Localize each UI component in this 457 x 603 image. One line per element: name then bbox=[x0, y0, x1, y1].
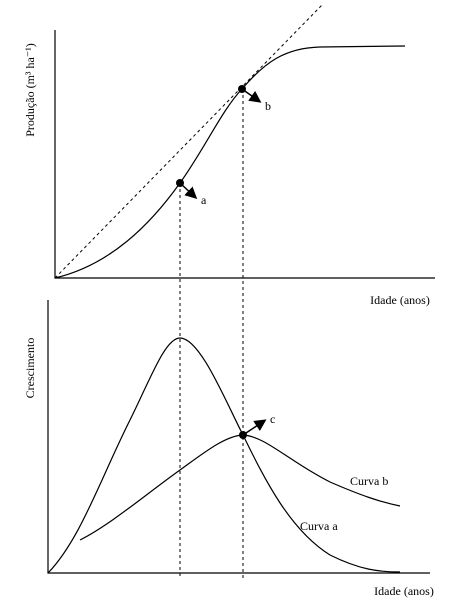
label-a: a bbox=[201, 193, 207, 207]
label-c: c bbox=[270, 412, 275, 426]
top-axes bbox=[54, 30, 435, 279]
bottom-axes bbox=[47, 300, 430, 574]
y-axis-label: Produção (m³ ha⁻¹) bbox=[23, 43, 37, 137]
arrow-a bbox=[179, 182, 198, 200]
x-axis-label: Idade (anos) bbox=[370, 293, 430, 307]
curve-b-label: Curva b bbox=[350, 474, 388, 488]
arrow-b bbox=[241, 88, 262, 103]
tangent-line bbox=[54, 4, 323, 279]
x-axis-label: Idade (anos) bbox=[374, 584, 434, 598]
production-curve bbox=[54, 45, 406, 279]
curve-a-label: Curva a bbox=[300, 519, 338, 533]
curve-a bbox=[47, 337, 401, 574]
arrow-c bbox=[242, 419, 267, 436]
label-b: b bbox=[265, 99, 271, 113]
y-axis-label: Crescimento bbox=[23, 338, 37, 399]
